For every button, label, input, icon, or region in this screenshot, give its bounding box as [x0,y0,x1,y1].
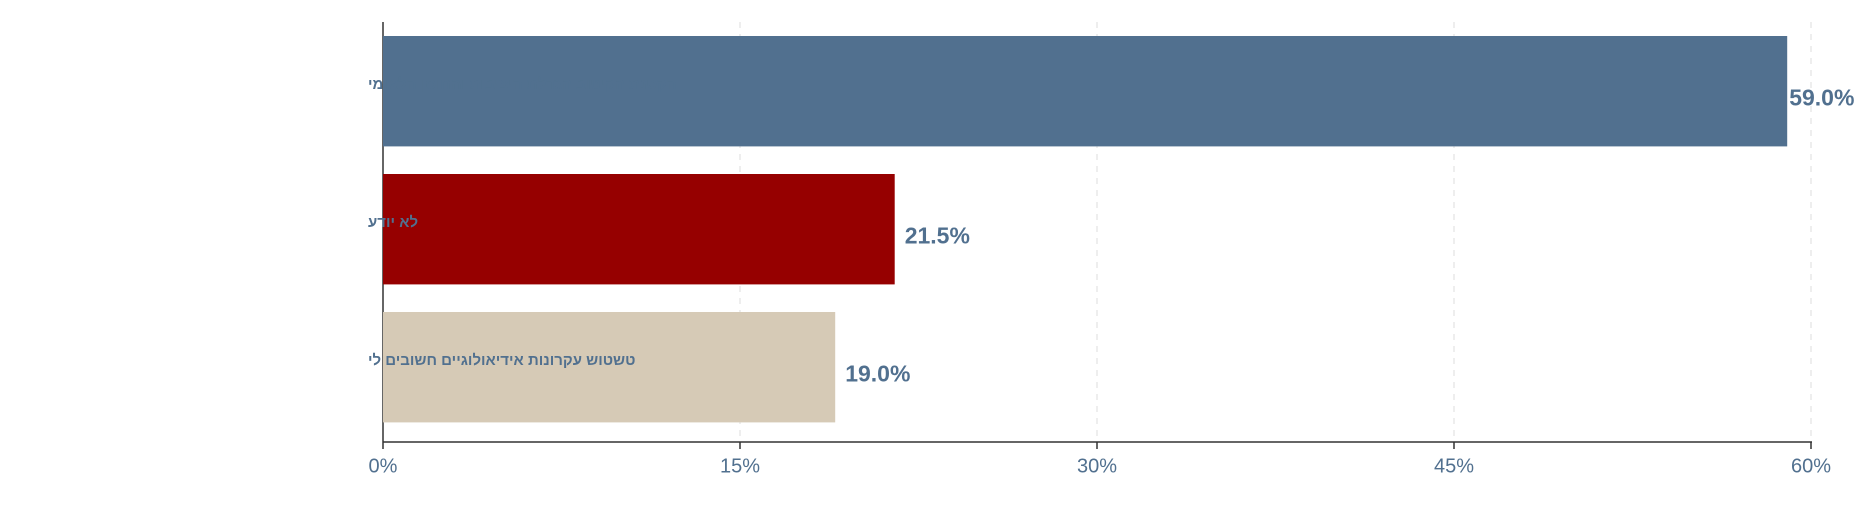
y-tick-label: הקטנת הקיטוב הגדלת היציבות והחוסן הלאומי [368,76,677,93]
value-label: 19.0% [845,360,910,386]
y-tick-label: טשטוש עקרונות אידיאולוגיים חשובים לי [368,352,635,369]
bar [383,174,895,285]
bar [383,312,836,423]
x-tick-label: 45% [1434,455,1474,477]
x-tick-label: 30% [1077,455,1117,477]
value-label: 59.0% [1789,84,1854,110]
x-tick-label: 60% [1791,455,1831,477]
value-label: 21.5% [905,222,970,248]
x-tick-label: 0% [369,455,398,477]
bar [383,36,1788,147]
x-tick-label: 15% [720,455,760,477]
y-tick-label: לא יודע [368,214,418,231]
